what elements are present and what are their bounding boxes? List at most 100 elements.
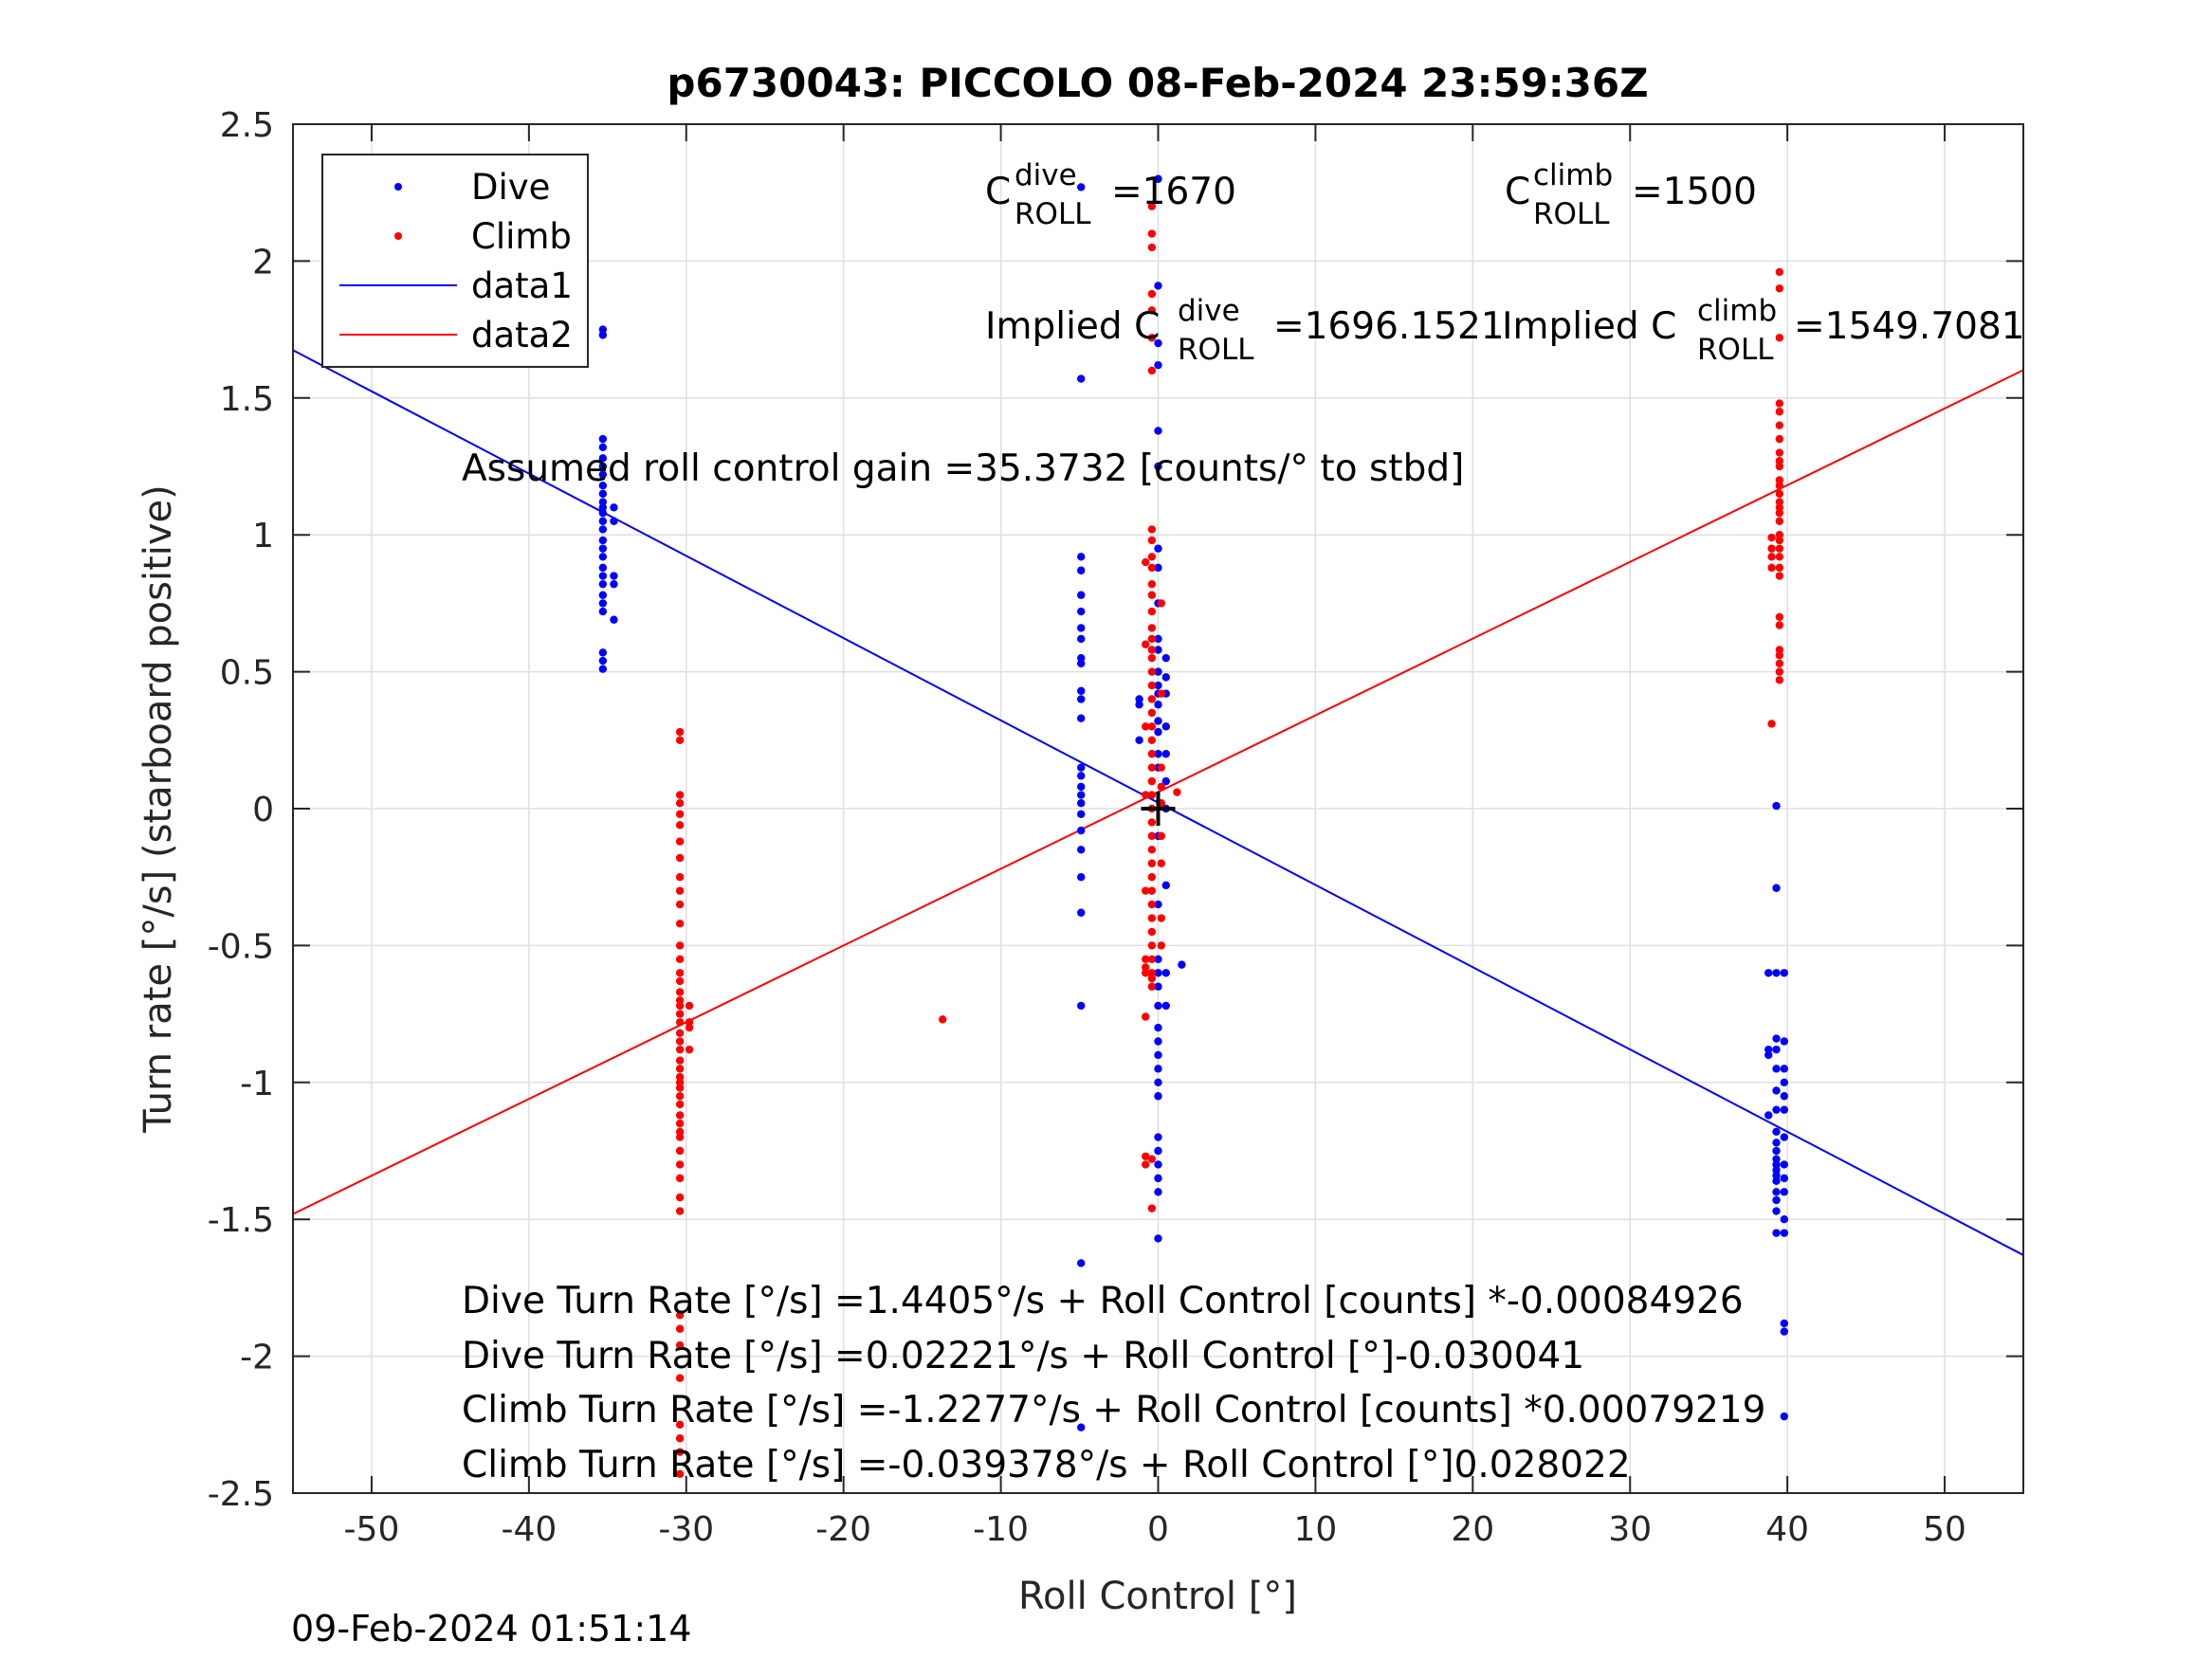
dive-point [1772,1195,1781,1205]
x-tick-label: -30 [658,1510,714,1549]
y-tick-label: 2.5 [220,106,274,145]
dive-point [598,599,608,608]
climb-point [675,1084,685,1092]
x-tick-label: 50 [1923,1510,1966,1549]
x-tick-label: 40 [1765,1510,1809,1549]
dive-point [1780,1229,1789,1237]
x-tick-label: -10 [973,1510,1029,1549]
dive-point [1077,714,1086,722]
dive-point [1780,1188,1789,1196]
annotation-c-dive-main: C [985,171,1011,213]
climb-point [1147,624,1157,632]
annotation-implied-climb-sup: climb [1697,294,1777,328]
dive-point [598,536,608,545]
climb-point [1147,607,1157,616]
annotation-c-dive: C dive ROLL =1670 [985,158,1236,231]
dive-point [1077,686,1086,696]
dive-point [598,489,608,499]
dive-point [1154,701,1162,709]
climb-point [675,1029,685,1038]
dive-point [1772,1229,1781,1237]
climb-point [675,886,685,895]
climb-point [1173,788,1181,796]
x-tick-label: -40 [501,1510,557,1549]
climb-point [1775,517,1784,525]
climb-point [675,995,685,1005]
dive-point [598,462,608,471]
dive-point [1780,1174,1789,1183]
dive-point [1077,624,1086,632]
dive-point [1077,695,1086,703]
dive-point [1772,1171,1781,1180]
dive-point [1077,607,1086,616]
climb-point [1147,334,1157,342]
climb-point [1775,563,1784,573]
dive-point [1764,1111,1773,1120]
series-layer [292,174,2024,1478]
chart-title: p6730043: PICCOLO 08-Feb-2024 23:59:36Z [667,60,1648,106]
climb-point [675,1311,685,1320]
climb-point [1157,599,1166,608]
dive-point [1154,1078,1162,1087]
climb-point [675,736,685,744]
climb-point [1767,563,1776,573]
dive-point [598,508,608,518]
climb-point [675,1193,685,1202]
climb-point [1147,289,1157,299]
dive-point [1161,969,1170,977]
climb-point [1767,720,1776,728]
dive-point [1154,1050,1162,1060]
climb-point [675,955,685,964]
annotation-implied-dive-sup: dive [1178,294,1240,328]
dive-point [1764,969,1773,977]
annotation-implied-dive: Implied C dive ROLL =1696.1521 [985,294,1505,367]
annotation-implied-dive-sub: ROLL [1178,333,1254,367]
dive-point [1154,750,1162,758]
climb-point [1157,782,1166,792]
dive-point [1161,881,1170,890]
dive-point [1772,1127,1781,1136]
dive-point [1135,701,1143,709]
climb-point [1775,434,1784,444]
climb-point [1147,525,1157,534]
climb-point [675,1340,685,1350]
climb-point [675,920,685,928]
climb-point [685,1001,694,1011]
dive-point [1077,763,1086,772]
climb-point [1147,1204,1157,1212]
climb-point [685,1023,694,1032]
y-tick-label: -2 [240,1339,274,1377]
legend-climb-label: Climb [471,216,572,257]
climb-point [1775,531,1784,539]
climb-point [675,791,685,799]
dive-point [1154,900,1162,909]
climb-point [675,853,685,863]
climb-point [1147,927,1157,937]
dive-point [1154,1174,1162,1183]
dive-point [598,331,608,339]
dive-point [1772,1105,1781,1114]
dive-point [598,665,608,673]
climb-point [1157,831,1166,841]
dive-point [1077,908,1086,917]
climb-point [1767,533,1776,542]
climb-point [1775,498,1784,506]
climb-point [1157,941,1166,950]
dive-point [1772,1160,1781,1169]
annotation-eq-climb-degrees: Climb Turn Rate [°/s] =-0.039378°/s + Ro… [462,1444,1631,1486]
dive-point [1161,750,1170,758]
climb-point [1767,544,1776,553]
climb-point [1142,969,1150,977]
climb-point [675,1072,685,1082]
dive-point [598,553,608,561]
climb-point [675,1045,685,1054]
dive-point [1161,722,1170,731]
series-climb [675,202,1784,1478]
climb-point [675,988,685,996]
dive-point [610,503,618,512]
dive-point [1154,1234,1162,1243]
climb-point [675,1001,685,1011]
dive-point [1154,360,1162,370]
climb-point [1775,267,1784,277]
